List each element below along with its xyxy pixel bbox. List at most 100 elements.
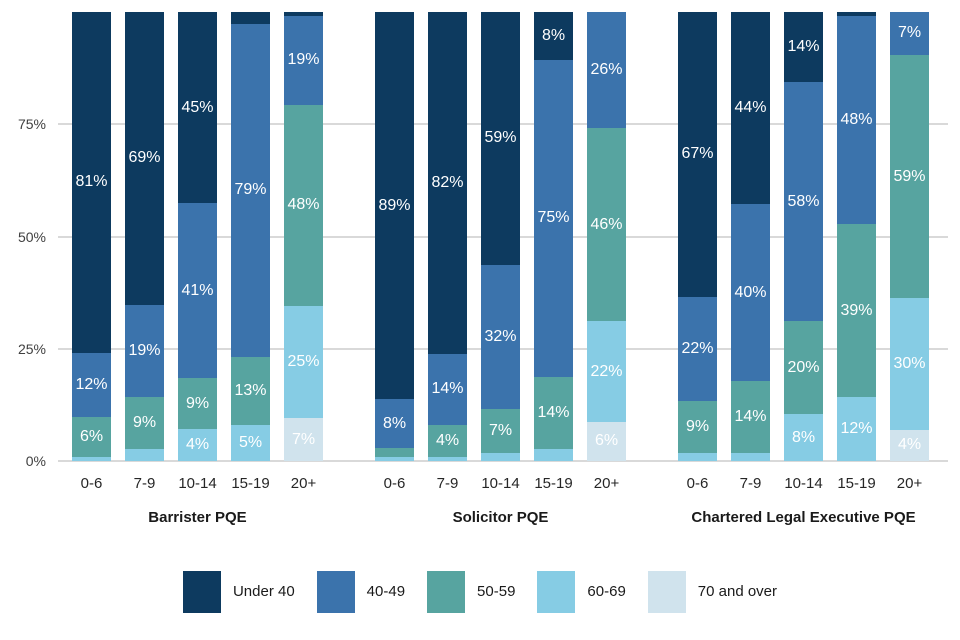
y-tick-label: 75% (17, 116, 46, 133)
bar-segment: 32% (481, 264, 520, 409)
bar-segment: 7% (890, 12, 929, 55)
bar-segment: 48% (284, 104, 323, 306)
legend-label: 60-69 (587, 583, 626, 600)
bar-segment-label: 9% (685, 417, 710, 435)
bar-segment: 59% (890, 54, 929, 299)
stacked-bar: 48% 39% 12% (837, 12, 876, 461)
facet-title: Chartered Legal Executive PQE (691, 509, 916, 526)
legend-label: 40-49 (366, 583, 406, 600)
y-tick-label: 25% (17, 340, 46, 357)
bar-segment-label: 13% (234, 381, 267, 399)
stacked-bar: 67% 22% 9% (678, 12, 717, 461)
bar-segment: 8% (784, 414, 823, 461)
x-tick-label: 0-6 (80, 475, 103, 492)
bar-segment-label: 7% (291, 430, 316, 448)
x-tick-label: 20+ (593, 475, 620, 492)
bar-segment: 4% (428, 425, 467, 457)
bar-segment-label: 40% (734, 283, 767, 301)
bar-segment-label: 22% (590, 362, 623, 380)
bar-segment-label: 67% (681, 145, 714, 163)
bar-segment-label: 22% (681, 339, 714, 357)
x-tick-label: 0-6 (383, 475, 406, 492)
bar-segment (72, 456, 111, 461)
bar-segment: 59% (481, 12, 520, 265)
stacked-bar: 7% 59% 30% 4% (890, 12, 929, 461)
x-tick-label: 10-14 (481, 475, 520, 492)
bar-segment: 82% (428, 12, 467, 354)
stacked-bar: 26% 46% 22% 6% (587, 12, 626, 461)
bar-segment: 25% (284, 305, 323, 419)
bar-segment-label: 4% (435, 432, 460, 450)
bar-segment-label: 6% (594, 432, 619, 450)
bar-segment-label: 48% (840, 111, 873, 129)
bar-segment: 39% (837, 224, 876, 397)
legend-label: Under 40 (232, 583, 295, 600)
bar-segment: 40% (731, 204, 770, 381)
bar-segment-label: 14% (787, 37, 820, 55)
bar-segment-label: 26% (590, 61, 623, 79)
bar-segment: 81% (72, 12, 111, 353)
stacked-bar: 89% 8% (375, 12, 414, 461)
bar-segment: 8% (534, 12, 573, 61)
bar-segment: 67% (678, 12, 717, 297)
bar-segment (125, 448, 164, 461)
x-tick-label: 15-19 (534, 475, 573, 492)
bar-segment: 14% (731, 380, 770, 453)
legend-swatch (647, 571, 686, 613)
bar-segment-label: 4% (897, 436, 922, 454)
bar-segment: 12% (837, 396, 876, 461)
x-tick-label: 7-9 (739, 475, 762, 492)
x-tick-label: 20+ (290, 475, 317, 492)
bar-segment: 41% (178, 203, 217, 379)
bar-segment: 46% (587, 128, 626, 322)
bar-segment-label: 44% (734, 99, 767, 117)
bar-segment: 58% (784, 81, 823, 322)
legend-swatch (537, 571, 576, 613)
x-tick-label: 15-19 (231, 475, 270, 492)
legend: Under 40 40-49 50-59 60-69 70 and over (0, 571, 960, 613)
bar-segment: 30% (890, 298, 929, 430)
bar-segment: 9% (125, 396, 164, 449)
stacked-bar: 69% 19% 9% (125, 12, 164, 461)
x-tick-label: 7-9 (133, 475, 156, 492)
bar-segment-label: 59% (484, 129, 517, 147)
bar-segment-label: 7% (488, 421, 513, 439)
bar-segment: 22% (587, 321, 626, 422)
bar-segment (534, 448, 573, 461)
bar-segment: 44% (731, 12, 770, 205)
x-tick-label: 0-6 (686, 475, 709, 492)
bar-segment: 4% (178, 429, 217, 461)
legend-item: 60-69 (537, 571, 626, 613)
y-tick-label: 0% (25, 453, 46, 469)
bar-segment-label: 6% (79, 427, 104, 445)
bar-segment: 48% (837, 16, 876, 225)
bar-segment (375, 456, 414, 461)
bar-segment-label: 32% (484, 327, 517, 345)
bar-segment-label: 14% (734, 407, 767, 425)
bar-segment: 26% (587, 12, 626, 129)
facet-group: 81% 12% 6% 0-6 69% 19% 9% 7-9 45% 41% 9% 4% 10-14 79%… (72, 12, 323, 526)
bar-segment-label: 14% (431, 380, 464, 398)
bar-segment-label: 82% (431, 173, 464, 191)
bar-segment-label: 5% (238, 433, 263, 451)
bar-segment: 12% (72, 352, 111, 417)
x-tick-label: 15-19 (837, 475, 876, 492)
bar-segment: 7% (481, 408, 520, 453)
bar-segment: 9% (678, 400, 717, 453)
bar-segment: 7% (284, 418, 323, 461)
legend-item: 70 and over (647, 571, 777, 613)
bar-segment: 19% (125, 304, 164, 397)
bar-segment: 22% (678, 296, 717, 401)
bar-segment-label: 41% (181, 281, 214, 299)
bar-segment-label: 89% (378, 196, 411, 214)
bar-segment: 19% (284, 15, 323, 105)
bar-segment (481, 452, 520, 461)
bar-segment-label: 19% (128, 341, 161, 359)
plot-area: 0% 25% 50% 75% 81% 12% 6% 0-6 69% 19% 9% 7-9 45% 41% 9… (18, 12, 948, 526)
bar-segment: 6% (72, 416, 111, 457)
x-tick-label: 10-14 (178, 475, 217, 492)
bar-segment-label: 8% (541, 27, 566, 45)
bar-segment: 14% (784, 12, 823, 82)
stacked-bar: 45% 41% 9% 4% (178, 12, 217, 461)
